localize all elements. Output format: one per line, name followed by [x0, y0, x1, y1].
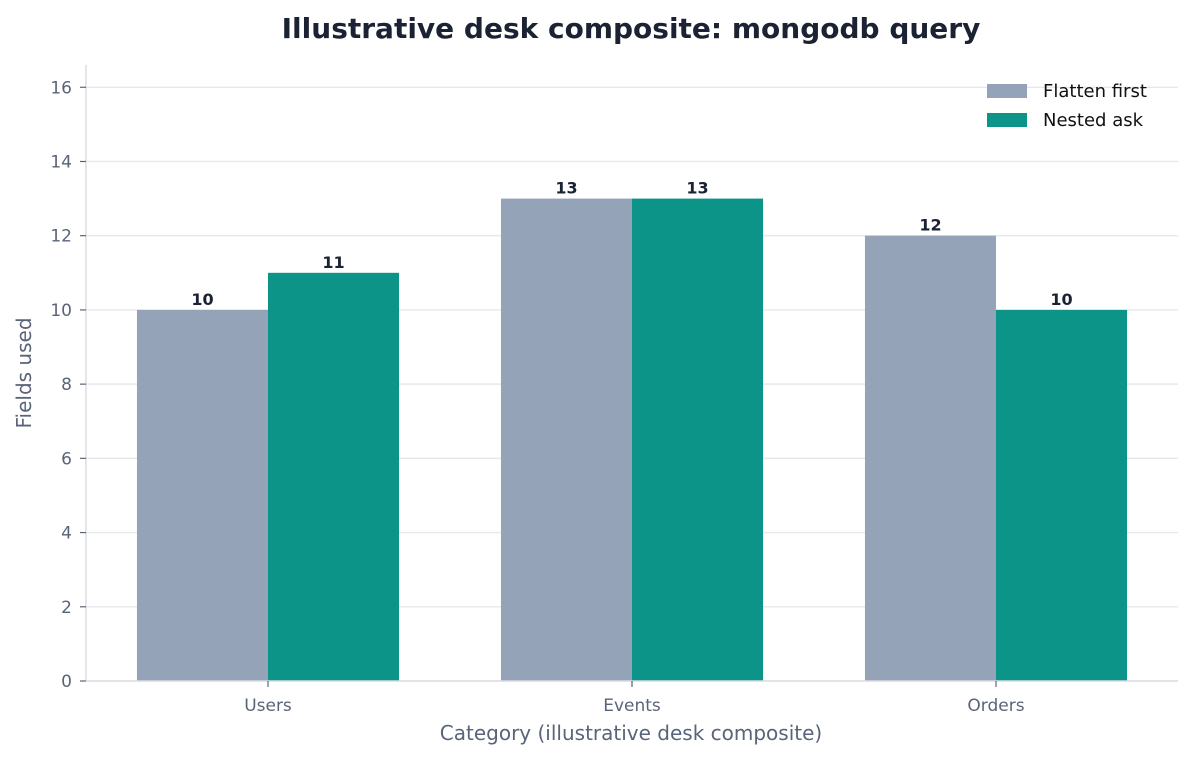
- bar: [864, 235, 996, 681]
- data-labels: 10 11 13 13 12 10: [191, 179, 1072, 309]
- x-tick-label: Users: [244, 696, 292, 716]
- legend-swatch: [987, 84, 1027, 98]
- bar: [632, 198, 764, 681]
- y-tick-label: 6: [61, 449, 72, 469]
- data-label: 12: [919, 216, 941, 235]
- bar: [136, 309, 268, 681]
- x-axis-label: Category (illustrative desk composite): [440, 721, 822, 745]
- y-axis-ticks: 0 2 4 6 8 10 12 14 16: [50, 78, 86, 692]
- x-axis-ticks: Users Events Orders: [244, 681, 1025, 716]
- legend: Flatten first Nested ask: [987, 81, 1147, 131]
- data-label: 10: [191, 290, 213, 309]
- data-label: 10: [1050, 290, 1072, 309]
- y-tick-label: 4: [61, 524, 72, 544]
- chart-title: Illustrative desk composite: mongodb que…: [282, 12, 981, 45]
- x-tick-label: Orders: [967, 696, 1024, 716]
- y-axis-label: Fields used: [12, 317, 36, 428]
- data-label: 13: [555, 179, 577, 198]
- y-tick-label: 10: [50, 301, 72, 321]
- bar: [268, 272, 400, 681]
- bars: [136, 198, 1128, 681]
- data-label: 11: [322, 253, 344, 272]
- y-tick-label: 8: [61, 375, 72, 395]
- y-tick-label: 0: [61, 672, 72, 692]
- data-label: 13: [686, 179, 708, 198]
- y-tick-label: 12: [50, 227, 72, 247]
- y-tick-label: 16: [50, 78, 72, 98]
- bar: [500, 198, 632, 681]
- bar: [996, 309, 1128, 681]
- y-tick-label: 14: [50, 152, 72, 172]
- legend-label: Flatten first: [1043, 81, 1147, 102]
- legend-label: Nested ask: [1043, 110, 1144, 131]
- x-tick-label: Events: [603, 696, 661, 716]
- y-tick-label: 2: [61, 598, 72, 618]
- legend-swatch: [987, 113, 1027, 127]
